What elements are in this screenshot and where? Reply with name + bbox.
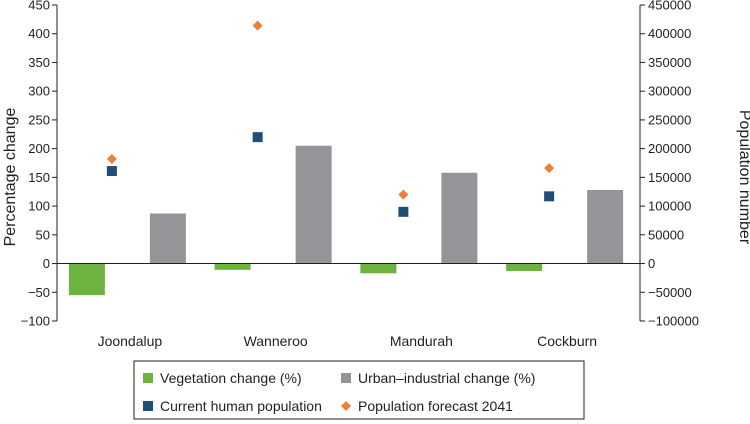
left-tick-label: 250 [28,112,50,127]
left-tick-label: −100 [21,314,50,329]
right-tick-label: 200000 [648,141,691,156]
left-tick-label: 400 [28,26,50,41]
bars-layer [68,145,624,296]
category-label: Cockburn [537,333,597,349]
bar [214,263,251,270]
right-tick-label: 250000 [648,112,691,127]
left-axis-title: Percentage change [2,108,19,247]
right-tick-label: 50000 [648,227,684,242]
legend-swatch [143,373,153,383]
left-tick-label: 450 [28,0,50,13]
point-current-population [544,191,555,202]
left-tick-label: −50 [28,285,50,300]
point-forecast-2041 [252,20,263,31]
legend-box [133,360,585,420]
right-tick-label: 300000 [648,84,691,99]
right-tick-label: 100000 [648,199,691,214]
legend-label: Current human population [160,398,322,414]
left-tick-label: 350 [28,55,50,70]
left-tick-label: 300 [28,84,50,99]
point-forecast-2041 [398,189,409,200]
point-forecast-2041 [544,163,555,174]
legend-label: Urban–industrial change (%) [358,370,535,386]
legend-label: Vegetation change (%) [160,370,302,386]
right-tick-label: −100000 [648,314,699,329]
left-tick-label: 0 [43,256,50,271]
left-tick-label: 100 [28,199,50,214]
right-tick-label: 350000 [648,55,691,70]
legend-swatch [143,401,153,411]
bar [360,263,397,274]
right-axis-title: Population number [736,110,750,245]
legend-label: Population forecast 2041 [358,398,513,414]
legend-swatch [341,401,351,411]
category-label: Wanneroo [244,333,308,349]
right-tick-label: 400000 [648,26,691,41]
left-tick-label: 200 [28,141,50,156]
right-tick-label: 450000 [648,0,691,13]
point-current-population [252,132,263,143]
legend: Vegetation change (%) Urban–industrial ch… [133,360,585,420]
right-tick-label: −50000 [648,285,692,300]
category-label: Joondalup [98,333,163,349]
bar [441,172,478,264]
point-current-population [398,206,409,217]
right-tick-label: 150000 [648,170,691,185]
left-tick-label: 50 [36,227,50,242]
right-axis-ticks: −100000 −50000 0 50000 100000 150000 200000 250… [640,0,699,329]
points-layer [106,20,555,217]
bar [506,263,543,272]
bar [587,190,624,264]
bar [295,145,332,264]
bar [68,263,105,296]
legend-swatch [341,373,351,383]
left-axis-ticks: −100 −50 0 50 100 150 200 250 300 350 400 450 [21,0,57,329]
bar [149,213,186,264]
category-label: Mandurah [390,333,453,349]
left-tick-label: 150 [28,170,50,185]
point-forecast-2041 [106,153,117,164]
point-current-population [106,166,117,177]
category-labels: Joondalup Wanneroo Mandurah Cockburn [98,333,598,349]
right-tick-label: 0 [648,256,655,271]
